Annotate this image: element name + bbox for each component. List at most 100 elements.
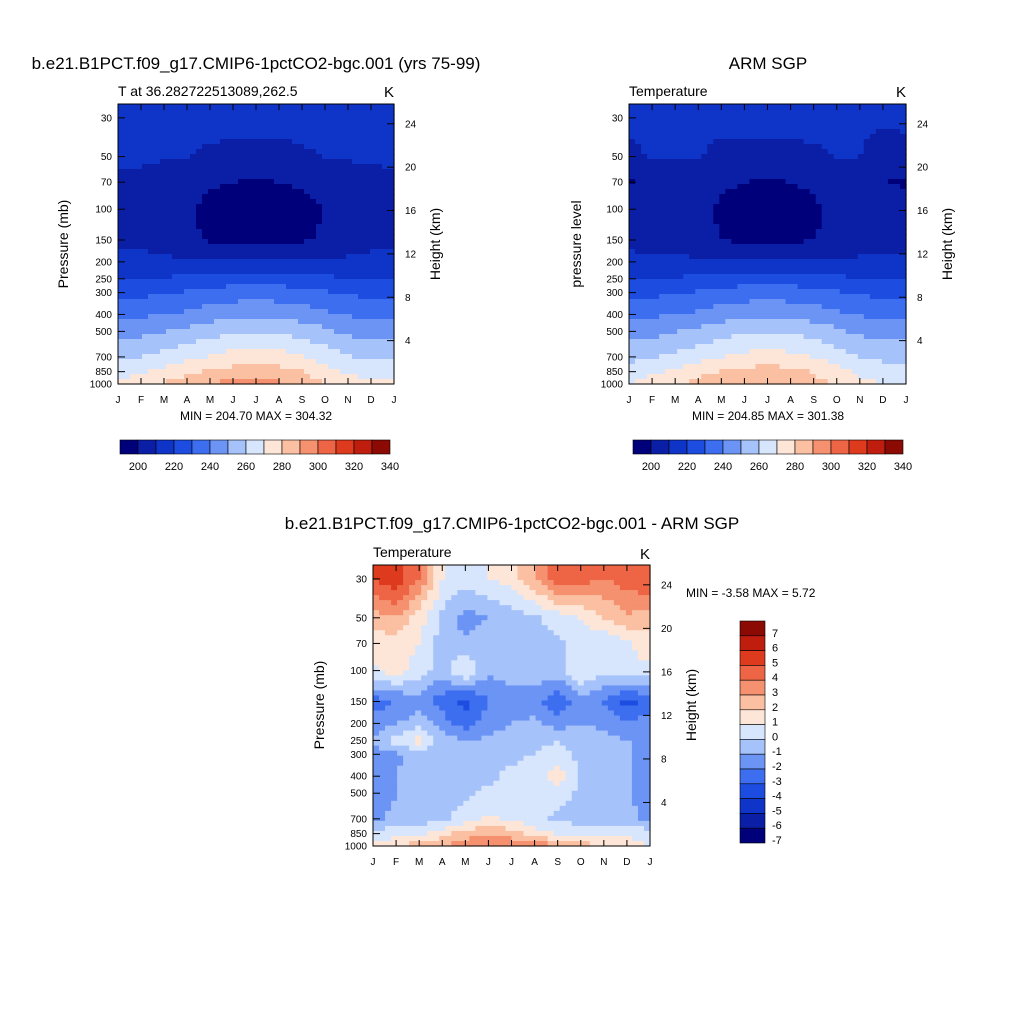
contour-cell xyxy=(695,269,702,275)
contour-cell xyxy=(869,204,877,210)
contour-cell xyxy=(316,274,323,280)
contour-cell xyxy=(641,209,648,215)
contour-cell xyxy=(887,239,895,245)
contour-cell xyxy=(178,104,185,110)
contour-cell xyxy=(851,304,859,310)
contour-cell xyxy=(334,209,341,215)
contour-cell xyxy=(725,194,732,200)
contour-cell xyxy=(346,379,353,385)
contour-cell xyxy=(749,344,757,350)
contour-cell xyxy=(196,104,203,110)
contour-cell xyxy=(833,204,841,210)
contour-cell xyxy=(268,224,275,230)
contour-cell xyxy=(388,374,395,380)
contour-cell xyxy=(172,179,179,185)
contour-cell xyxy=(160,189,167,195)
contour-cell xyxy=(292,294,299,300)
contour-cell xyxy=(202,199,209,205)
contour-cell xyxy=(791,274,799,280)
contour-cell xyxy=(232,334,239,340)
contour-cell xyxy=(334,244,341,250)
contour-cell xyxy=(701,329,708,335)
contour-cell xyxy=(737,149,745,155)
contour-cell xyxy=(142,354,149,360)
contour-cell xyxy=(370,199,377,205)
contour-cell xyxy=(803,204,811,210)
contour-cell xyxy=(328,349,335,355)
contour-cell xyxy=(713,254,720,260)
contour-cell xyxy=(815,244,823,250)
contour-cell xyxy=(364,114,371,120)
contour-cell xyxy=(641,279,648,285)
contour-cell xyxy=(124,259,131,265)
contour-cell xyxy=(767,134,775,140)
contour-cell xyxy=(262,329,269,335)
contour-cell xyxy=(683,209,690,215)
contour-cell xyxy=(292,229,299,235)
contour-cell xyxy=(893,114,901,120)
contour-cell xyxy=(851,199,859,205)
contour-cell xyxy=(779,164,787,170)
contour-cell xyxy=(803,274,811,280)
contour-cell xyxy=(388,324,395,330)
contour-cell xyxy=(388,354,395,360)
contour-cell xyxy=(256,179,263,185)
contour-cell xyxy=(118,299,125,305)
contour-cell xyxy=(172,139,179,145)
contour-cell xyxy=(244,379,251,385)
contour-cell xyxy=(208,334,215,340)
contour-cell xyxy=(803,169,811,175)
contour-cell xyxy=(827,349,835,355)
contour-cell xyxy=(256,334,263,340)
x-tick-label: J xyxy=(231,395,236,406)
y-tick-label: 50 xyxy=(101,152,113,163)
contour-cell xyxy=(226,234,233,240)
contour-cell xyxy=(316,254,323,260)
contour-cell xyxy=(292,184,299,190)
contour-cell xyxy=(238,214,245,220)
contour-cell xyxy=(665,224,672,230)
contour-cell xyxy=(166,189,173,195)
colorbar-swatch xyxy=(299,439,319,455)
contour-cell xyxy=(136,189,143,195)
contour-cell xyxy=(725,109,732,115)
contour-cell xyxy=(322,169,329,175)
contour-cell xyxy=(653,214,660,220)
contour-cell xyxy=(659,219,666,225)
contour-cell xyxy=(334,264,341,270)
contour-cell xyxy=(869,289,877,295)
contour-cell xyxy=(671,139,678,145)
contour-cell xyxy=(827,174,835,180)
contour-cell xyxy=(286,234,293,240)
contour-cell xyxy=(208,349,215,355)
contour-cell xyxy=(743,184,751,190)
contour-cell xyxy=(851,134,859,140)
contour-cell xyxy=(755,254,763,260)
contour-cell xyxy=(196,254,203,260)
contour-cell xyxy=(184,354,191,360)
contour-cell xyxy=(695,294,702,300)
contour-cell xyxy=(677,199,684,205)
contour-cell xyxy=(881,269,889,275)
contour-cell xyxy=(683,229,690,235)
contour-cell xyxy=(719,134,726,140)
contour-cell xyxy=(809,304,817,310)
contour-cell xyxy=(653,314,660,320)
contour-cell xyxy=(875,179,883,185)
contour-cell xyxy=(683,264,690,270)
contour-cell xyxy=(118,349,125,355)
contour-cell xyxy=(725,159,732,165)
contour-cell xyxy=(701,324,708,330)
contour-cell xyxy=(653,129,660,135)
y-tick-label: 30 xyxy=(101,113,113,124)
contour-cell xyxy=(809,194,817,200)
contour-cell xyxy=(202,284,209,290)
contour-cell xyxy=(142,369,149,375)
contour-cell xyxy=(370,219,377,225)
contour-cell xyxy=(713,264,720,270)
contour-cell xyxy=(629,164,636,170)
contour-cell xyxy=(701,154,708,160)
contour-cell xyxy=(220,339,227,345)
contour-cell xyxy=(851,329,859,335)
contour-cell xyxy=(166,229,173,235)
